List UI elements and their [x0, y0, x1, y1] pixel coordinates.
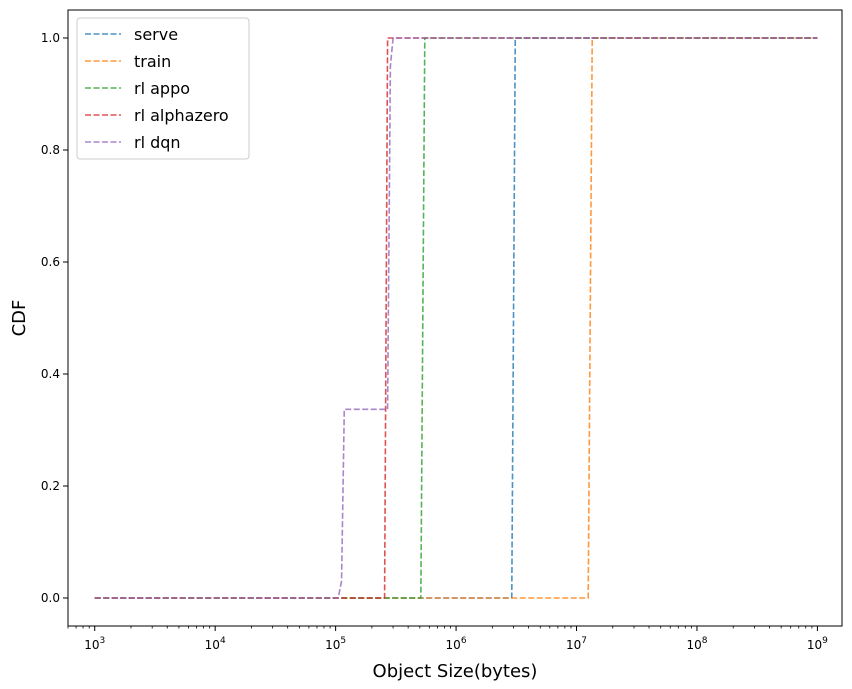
- x-tick-exponent: 9: [822, 636, 828, 646]
- y-tick-label: 0.4: [41, 367, 60, 381]
- x-tick-base: 10: [566, 638, 581, 652]
- y-tick-label: 0.6: [41, 255, 60, 269]
- y-axis-label: CDF: [9, 300, 30, 337]
- legend: serve train rl appo rl alphazero rl dqn: [76, 17, 250, 160]
- legend-label: serve: [134, 25, 178, 44]
- y-tick-label: 0.0: [41, 591, 60, 605]
- x-tick-label: 106: [446, 636, 467, 652]
- x-tick-label: 105: [325, 636, 346, 652]
- x-tick-label: 103: [84, 636, 105, 652]
- x-tick-exponent: 5: [340, 636, 346, 646]
- x-tick-base: 10: [205, 638, 220, 652]
- plot-area: 103 104 105 106 107 108 109 0.00.20.40.60.81.0: [41, 9, 843, 652]
- x-tick-exponent: 3: [99, 636, 105, 646]
- legend-label: rl dqn: [134, 133, 181, 152]
- x-axis-ticks: 103 104 105 106 107 108 109: [84, 626, 828, 652]
- x-tick-label: 109: [807, 636, 828, 652]
- x-tick-exponent: 6: [461, 636, 467, 646]
- x-tick-label: 107: [566, 636, 587, 652]
- x-tick-label: 104: [205, 636, 226, 652]
- x-tick-base: 10: [686, 638, 701, 652]
- x-tick-base: 10: [446, 638, 461, 652]
- x-tick-base: 10: [325, 638, 340, 652]
- x-axis-label: Object Size(bytes): [373, 661, 538, 682]
- legend-label: train: [134, 52, 171, 71]
- legend-label: rl appo: [134, 79, 190, 98]
- x-tick-exponent: 7: [581, 636, 587, 646]
- x-tick-exponent: 8: [702, 636, 708, 646]
- series-lines: [94, 37, 818, 599]
- plot-frame: [67, 9, 843, 627]
- y-tick-label: 0.2: [41, 479, 60, 493]
- legend-label: rl alphazero: [134, 106, 229, 125]
- x-tick-exponent: 4: [220, 636, 226, 646]
- x-tick-base: 10: [807, 638, 822, 652]
- y-axis-ticks: 0.0 0.2 0.4 0.6 0.8 1.0: [41, 31, 68, 605]
- legend-box: [76, 17, 250, 160]
- y-tick-label: 1.0: [41, 31, 60, 45]
- y-tick-label: 0.8: [41, 143, 60, 157]
- x-axis-minor-ticks: [67, 626, 813, 629]
- x-tick-label: 108: [686, 636, 707, 652]
- x-tick-base: 10: [84, 638, 99, 652]
- series-line-rl-dqn: [94, 37, 818, 599]
